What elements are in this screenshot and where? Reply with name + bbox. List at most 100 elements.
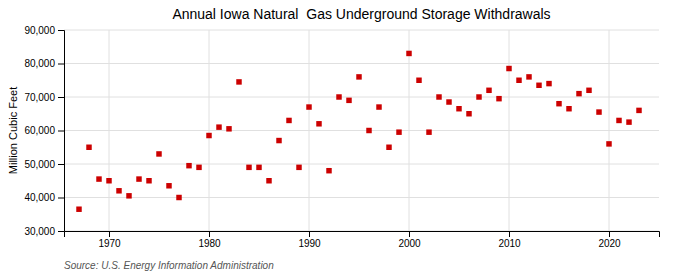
point: [216, 124, 221, 129]
x-tick-mark: [309, 231, 310, 237]
x-tick-label: 1970: [98, 238, 121, 249]
y-tick: 40,000: [24, 192, 64, 203]
point: [466, 111, 471, 116]
plot: 1970 1980 1990 2000 2010 2020 30,000 40,000 50,0…: [24, 25, 659, 249]
x-tick: 2000: [398, 231, 421, 249]
point: [506, 66, 511, 71]
point: [186, 163, 191, 168]
x-tick: 1990: [298, 231, 321, 249]
x-tick: 2020: [598, 231, 621, 249]
point: [596, 109, 601, 114]
point: [226, 126, 231, 131]
point: [196, 165, 201, 170]
y-tick-label: 30,000: [24, 226, 55, 237]
point: [336, 94, 341, 99]
y-tick-mark: [58, 164, 64, 165]
y-axis-line: [58, 31, 65, 232]
point: [456, 106, 461, 111]
point: [106, 178, 111, 183]
point: [546, 81, 551, 86]
point: [446, 99, 451, 104]
point: [356, 74, 361, 79]
point: [396, 129, 401, 134]
x-tick-label: 1980: [198, 238, 221, 249]
point: [96, 176, 101, 181]
x-tick-mark: [109, 231, 110, 237]
point: [586, 88, 591, 93]
grid-line-x: [209, 30, 210, 231]
point: [496, 96, 501, 101]
grid: [64, 30, 659, 231]
point: [206, 133, 211, 138]
x-tick-mark: [509, 231, 510, 237]
y-tick-mark: [58, 231, 64, 232]
x-axis: 1970 1980 1990 2000 2010 2020: [65, 231, 660, 249]
y-tick: 90,000: [24, 25, 64, 36]
y-tick-mark: [58, 30, 64, 31]
point: [526, 74, 531, 79]
point: [146, 178, 151, 183]
y-tick: 50,000: [24, 159, 64, 170]
x-tick-label: 2000: [398, 238, 421, 249]
x-tick: 1970: [98, 231, 121, 249]
y-tick-mark: [58, 198, 64, 199]
point: [406, 51, 411, 56]
grid-line-x: [609, 30, 610, 231]
chart: 1970 1980 1990 2000 2010 2020 30,000 40,000 50,0…: [0, 0, 675, 275]
y-axis-title: Million Cubic Feet: [7, 87, 19, 174]
x-tick-label: 2020: [598, 238, 621, 249]
point: [426, 129, 431, 134]
point: [566, 106, 571, 111]
y-tick-label: 60,000: [24, 125, 55, 136]
point: [276, 138, 281, 143]
x-tick: 1980: [198, 231, 221, 249]
point: [486, 88, 491, 93]
point: [556, 101, 561, 106]
y-tick-mark: [58, 64, 64, 65]
grid-line-y: [64, 30, 659, 31]
point: [86, 145, 91, 150]
point: [236, 79, 241, 84]
point: [636, 108, 641, 113]
y-tick: 70,000: [24, 92, 64, 103]
point: [576, 91, 581, 96]
point: [476, 94, 481, 99]
point: [616, 118, 621, 123]
grid-line-y: [64, 130, 659, 131]
point: [346, 98, 351, 103]
x-tick-label: 2010: [498, 238, 521, 249]
point: [296, 165, 301, 170]
point: [606, 141, 611, 146]
point: [416, 78, 421, 83]
point: [326, 168, 331, 173]
y-tick: 80,000: [24, 58, 64, 69]
y-tick-label: 50,000: [24, 159, 55, 170]
grid-line-x: [409, 30, 410, 231]
point: [516, 78, 521, 83]
y-tick-label: 40,000: [24, 192, 55, 203]
y-tick-label: 80,000: [24, 58, 55, 69]
grid-line-y: [64, 197, 659, 198]
x-tick-label: 1990: [298, 238, 321, 249]
y-tick-label: 70,000: [24, 92, 55, 103]
grid-line-y: [64, 97, 659, 98]
point: [306, 104, 311, 109]
point: [166, 183, 171, 188]
point: [436, 94, 441, 99]
x-tick-mark: [609, 231, 610, 237]
y-tick-mark: [58, 131, 64, 132]
point: [626, 119, 631, 124]
point: [176, 195, 181, 200]
point: [116, 188, 121, 193]
y-axis: 30,000 40,000 50,000 60,000 70,000 80,000 90,0…: [24, 25, 64, 237]
y-tick: 60,000: [24, 125, 64, 136]
y-tick-label: 90,000: [24, 25, 55, 36]
point: [286, 118, 291, 123]
title: Annual Iowa Natural Gas Underground Stor…: [172, 6, 550, 22]
point: [256, 165, 261, 170]
grid-line-y: [64, 63, 659, 64]
point: [126, 193, 131, 198]
point: [156, 151, 161, 156]
x-axis-line: [65, 232, 660, 238]
point: [246, 165, 251, 170]
